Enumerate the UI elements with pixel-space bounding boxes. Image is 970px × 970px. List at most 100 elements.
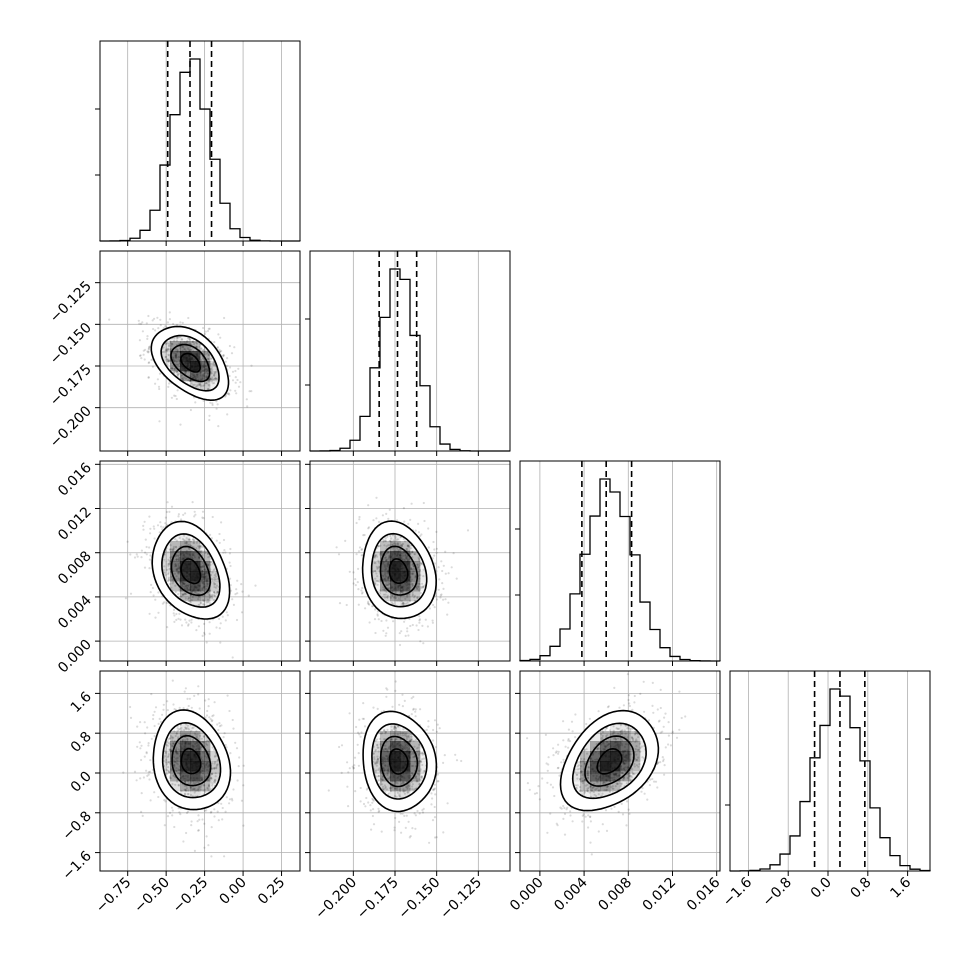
sample-point — [381, 778, 384, 781]
sample-point — [180, 374, 183, 377]
sample-point — [413, 596, 416, 599]
sample-point — [193, 383, 196, 386]
sample-point — [189, 601, 192, 604]
sample-point — [348, 767, 351, 770]
sample-point — [170, 505, 174, 508]
sample-point — [205, 809, 208, 812]
sample-point — [420, 777, 423, 780]
sample-point — [184, 618, 187, 621]
sample-point — [223, 316, 226, 320]
sample-point — [338, 745, 341, 749]
sample-point — [439, 594, 442, 597]
sample-point — [240, 611, 244, 614]
density-cell — [390, 791, 401, 802]
sample-point — [405, 814, 408, 817]
sample-point — [198, 818, 201, 821]
sample-point — [414, 553, 417, 556]
sample-point — [229, 589, 233, 592]
sample-point — [213, 363, 216, 366]
sample-point — [407, 734, 410, 738]
sample-point — [419, 779, 422, 782]
sample-point — [191, 595, 194, 599]
sample-point — [381, 787, 384, 790]
sample-point — [442, 831, 445, 834]
sample-point — [173, 572, 177, 575]
sample-point — [174, 545, 177, 548]
sample-point — [346, 785, 349, 788]
sample-point — [431, 797, 434, 800]
sample-point — [403, 620, 406, 623]
sample-point — [541, 777, 544, 780]
sample-point — [399, 548, 402, 551]
sample-point — [390, 537, 393, 540]
sample-point — [146, 350, 149, 353]
sample-point — [138, 339, 141, 342]
sample-point — [235, 618, 239, 622]
sample-point — [235, 588, 238, 591]
sample-point — [144, 551, 147, 554]
sample-point — [372, 752, 375, 755]
sample-point — [175, 370, 178, 373]
sample-point — [205, 742, 208, 746]
sample-point — [205, 835, 208, 838]
sample-point — [236, 779, 239, 782]
sample-point — [393, 782, 396, 786]
sample-point — [374, 608, 377, 611]
sample-point — [234, 389, 237, 392]
sample-point — [191, 727, 194, 730]
sample-point — [166, 761, 169, 764]
sample-point — [170, 575, 173, 578]
sample-point — [215, 766, 218, 769]
sample-point — [172, 608, 176, 612]
sample-point — [382, 586, 385, 589]
sample-point — [211, 402, 214, 405]
sample-point — [239, 381, 242, 384]
sample-point — [185, 728, 188, 731]
sample-point — [196, 733, 199, 736]
sample-point — [184, 726, 187, 730]
sample-point — [149, 591, 152, 594]
sample-point — [195, 735, 198, 738]
sample-point — [387, 586, 390, 589]
sample-point — [188, 600, 191, 603]
sample-point — [395, 787, 398, 790]
sample-point — [216, 403, 219, 406]
sample-point — [150, 583, 153, 587]
sample-point — [178, 811, 181, 814]
sample-point — [208, 596, 212, 599]
sample-point — [386, 535, 389, 538]
sample-point — [432, 788, 435, 791]
density-cell — [180, 741, 191, 752]
sample-point — [214, 582, 217, 586]
sample-point — [169, 342, 172, 345]
sample-point — [177, 556, 180, 559]
density-cell — [390, 591, 401, 602]
sample-point — [414, 827, 417, 830]
sample-point — [154, 598, 157, 601]
sample-point — [417, 769, 420, 772]
sample-point — [412, 788, 415, 791]
sample-point — [384, 747, 387, 751]
sample-point — [167, 360, 170, 363]
sample-point — [171, 745, 174, 748]
sample-point — [422, 770, 425, 773]
density-cell — [400, 551, 411, 562]
sample-point — [168, 360, 171, 363]
sample-point — [418, 743, 421, 747]
sample-point — [376, 614, 379, 617]
sample-point — [193, 341, 196, 344]
sample-point — [180, 345, 183, 348]
sample-point — [406, 544, 410, 547]
sample-point — [170, 806, 174, 809]
sample-point — [407, 634, 410, 637]
sample-point — [400, 545, 404, 548]
sample-point — [415, 779, 418, 783]
sample-point — [213, 371, 216, 374]
sample-point — [200, 551, 203, 554]
sample-point — [168, 563, 171, 566]
sample-point — [187, 782, 190, 785]
sample-point — [210, 773, 213, 776]
sample-point — [159, 318, 162, 321]
sample-point — [177, 572, 180, 575]
sample-point — [384, 787, 387, 790]
